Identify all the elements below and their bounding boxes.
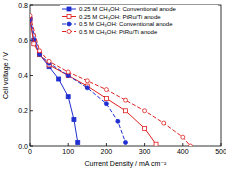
legend-marker [67,7,71,11]
legend-label: 0.5 M CH₃OH: PtRu/Ti anode [79,29,158,35]
y-axis-title: Cell voltage / V [2,52,10,99]
data-point [143,109,147,113]
data-point [66,70,70,74]
legend-box [60,5,218,37]
legend-label: 0.25 M CH₃OH: Conventional anode [79,6,176,12]
y-tick [30,75,33,76]
data-point [124,140,128,144]
data-point [104,88,108,92]
x-tick-label: 0 [28,148,32,155]
data-point [116,119,120,123]
x-tick-label: 200 [101,148,113,155]
y-tick-label: 0.4 [18,72,28,79]
x-tick [182,143,183,146]
data-point [66,95,70,99]
data-point [72,118,76,122]
y-tick-label: 0.2 [18,107,28,114]
data-point [38,49,42,53]
legend-marker [67,22,71,26]
series-line [30,19,126,142]
y-tick-label: 0.6 [18,37,28,44]
legend-marker [67,30,71,34]
series-line [30,19,78,142]
data-point [30,14,32,18]
data-point [162,121,166,125]
plot-frame [30,5,221,146]
y-tick [30,110,33,111]
data-point [181,135,185,139]
data-point [47,59,51,63]
legend-marker [67,15,71,19]
series-line [30,19,156,144]
x-tick [144,143,145,146]
data-point [85,79,89,83]
y-tick-label: 0.0 [18,143,28,150]
x-tick [106,143,107,146]
chart: 0 100 200 300 400 500 0.0 0.2 0.4 0.6 0.8 Current D… [0,0,226,170]
data-point [104,102,108,106]
y-tick-label: 0.8 [18,2,28,9]
legend-label: 0.25 M CH₃OH: PtRu/Ti anode [79,14,161,20]
x-tick [68,143,69,146]
data-point [104,96,108,100]
data-point [188,144,192,146]
data-point [76,140,80,144]
x-tick-label: 300 [139,148,151,155]
x-tick-label: 400 [177,148,189,155]
data-point [32,42,36,46]
legend-label: 0.5 M CH₃OH: Conventional anode [79,21,173,27]
data-point [143,126,147,130]
x-tick-label: 100 [62,148,74,155]
data-point [85,86,89,90]
data-point [154,142,158,146]
data-point [124,98,128,102]
data-point [57,77,61,81]
data-point [124,109,128,113]
x-axis-title: Current Density / mA cm⁻² [85,160,168,168]
x-tick-label: 500 [215,148,226,155]
